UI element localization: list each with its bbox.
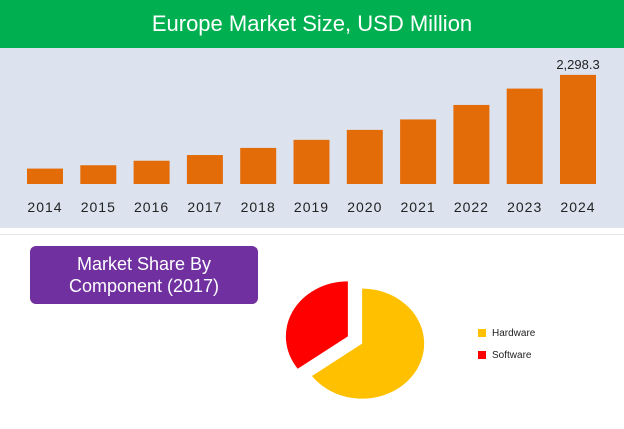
bar-2015 (80, 165, 117, 184)
x-tick-label-2015: 2015 (81, 199, 116, 215)
bar-2022 (453, 104, 490, 184)
x-tick-label-2018: 2018 (241, 199, 276, 215)
legend-item-hardware: Hardware (478, 322, 535, 344)
legend-item-software: Software (478, 344, 535, 366)
x-tick-label-2024: 2024 (560, 199, 595, 215)
bar-2024 (560, 74, 596, 184)
x-tick-label-2022: 2022 (454, 199, 489, 215)
x-tick-label-2023: 2023 (507, 199, 542, 215)
x-tick-label-2016: 2016 (134, 199, 169, 215)
bar-2020 (346, 129, 383, 184)
legend-swatch-hardware (478, 329, 486, 337)
bar-chart: 2014 2015 2016 2017 2018 2019 2020 2021 2022 2023… (27, 57, 600, 215)
pie-slice-software (285, 281, 348, 369)
x-tick-label-2020: 2020 (347, 199, 382, 215)
chart-title: Europe Market Size, USD Million (151, 11, 473, 36)
x-tick-label-2017: 2017 (187, 199, 222, 215)
data-label-2024: 2,298.3 (556, 57, 599, 72)
legend-swatch-software (478, 351, 486, 359)
bar-2017 (186, 155, 223, 184)
pie-legend: Hardware Software (478, 322, 535, 366)
bar-2023 (506, 88, 543, 184)
bar-2018 (240, 147, 277, 184)
bar-chart-panel: 2014 2015 2016 2017 2018 2019 2020 2021 2022 2023… (0, 48, 624, 228)
x-tick-label-2021: 2021 (401, 199, 436, 215)
x-tick-label-2019: 2019 (294, 199, 329, 215)
market-share-title: Market Share By Component (2017) (68, 254, 220, 296)
bar-2014 (27, 168, 63, 184)
legend-label-software: Software (492, 349, 532, 361)
bar-2016 (133, 160, 170, 184)
chart-title-banner: Europe Market Size, USD Million (0, 0, 624, 48)
x-tick-label-2014: 2014 (27, 199, 62, 215)
pie-slice-hardware (311, 288, 425, 399)
panel-divider (0, 228, 624, 234)
bar-2019 (293, 139, 330, 184)
bar-2021 (400, 119, 437, 184)
pie-chart (285, 281, 425, 399)
legend-label-hardware: Hardware (492, 327, 536, 339)
market-share-title-box: Market Share By Component (2017) (30, 246, 258, 304)
